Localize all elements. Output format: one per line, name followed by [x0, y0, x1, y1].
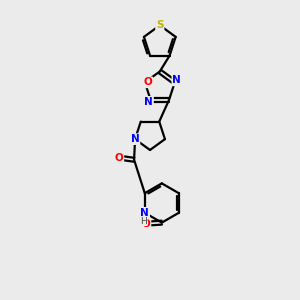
Text: N: N	[140, 208, 149, 218]
Text: O: O	[115, 153, 123, 163]
Text: N: N	[131, 134, 140, 144]
Text: O: O	[142, 219, 150, 229]
Text: O: O	[143, 77, 152, 87]
Text: N: N	[172, 75, 181, 85]
Text: H: H	[140, 217, 147, 226]
Text: N: N	[144, 97, 153, 107]
Text: S: S	[156, 20, 164, 30]
